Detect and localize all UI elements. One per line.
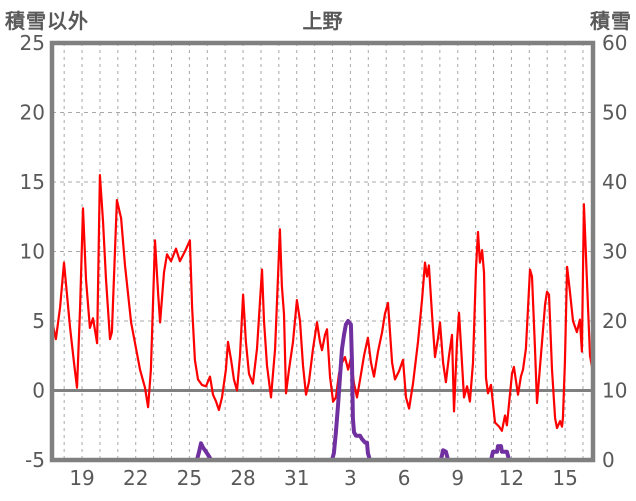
chart-title: 上野 [302,9,343,33]
left-axis-tick-label: 25 [20,31,45,55]
left-axis-tick-label: 10 [20,240,45,264]
right-axis-tick-label: 10 [602,379,627,403]
x-axis-tick-label: 15 [552,466,577,490]
plot-border [49,40,596,463]
x-axis-tick-label: 9 [451,466,464,490]
right-axis-tick-label: 0 [602,448,615,472]
left-axis-tick-label: 20 [20,101,45,125]
left-axis-title: 積雪以外 [5,9,89,33]
left-axis-tick-label: 15 [20,170,45,194]
right-axis-tick-label: 20 [602,309,627,333]
right-axis-title: 積雪 [590,9,632,33]
x-axis-tick-label: 3 [344,466,357,490]
x-axis-tick-label: 25 [177,466,202,490]
right-axis-tick-label: 60 [602,31,627,55]
right-axis-tick-label: 40 [602,170,627,194]
left-axis-tick-label: 0 [32,379,45,403]
x-axis-tick-label: 19 [69,466,94,490]
x-axis-tick-label: 31 [284,466,309,490]
left-axis-tick-label: -5 [25,448,45,472]
right-axis-tick-label: 50 [602,101,627,125]
x-axis-tick-label: 28 [230,466,255,490]
temperature-series-line [50,174,595,432]
x-axis-tick-label: 12 [499,466,524,490]
right-axis-tick-label: 30 [602,240,627,264]
left-axis-tick-label: 5 [32,309,45,333]
x-axis-tick-label: 22 [123,466,148,490]
x-axis-tick-label: 6 [398,466,411,490]
